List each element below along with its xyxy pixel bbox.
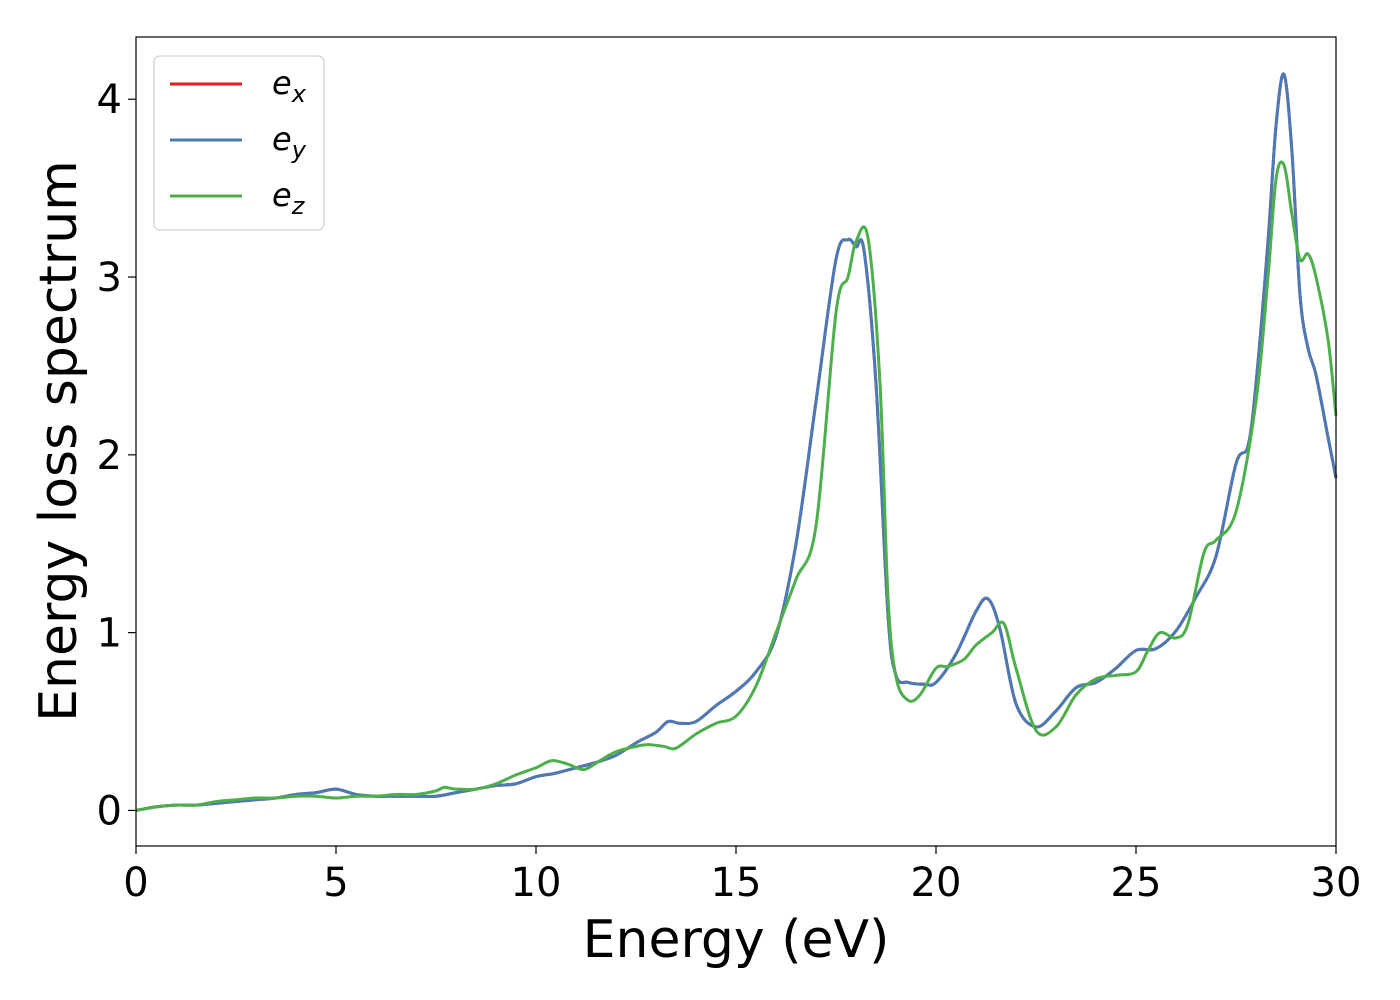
y-axis: 0 1 2 3 4 (97, 77, 136, 834)
legend: ex ey ez (153, 55, 325, 231)
y-tick-label: 3 (97, 255, 122, 301)
x-axis: 0 5 10 15 20 25 30 (123, 846, 1361, 906)
x-tick-label: 10 (511, 860, 562, 906)
x-tick-label: 0 (123, 860, 148, 906)
x-tick-label: 15 (711, 860, 762, 906)
legend-box (153, 55, 325, 231)
legend-label-ex: ex (272, 64, 307, 108)
x-tick-label: 25 (1111, 860, 1162, 906)
x-tick-label: 20 (911, 860, 962, 906)
series-layer (135, 72, 1338, 812)
y-tick-label: 1 (97, 611, 122, 657)
y-axis-label: Energy loss spectrum (29, 160, 89, 722)
legend-label-ez: ez (272, 176, 306, 220)
legend-items: ex ey ez (170, 64, 307, 220)
x-tick-label: 5 (323, 860, 348, 906)
x-tick-label: 30 (1311, 860, 1362, 906)
y-tick-label: 2 (97, 433, 122, 479)
y-tick-label: 4 (97, 77, 122, 123)
legend-label-ey: ey (272, 120, 307, 164)
series-line-ez (135, 160, 1338, 812)
x-axis-label: Energy (eV) (583, 910, 890, 970)
y-tick-label: 0 (97, 788, 122, 834)
